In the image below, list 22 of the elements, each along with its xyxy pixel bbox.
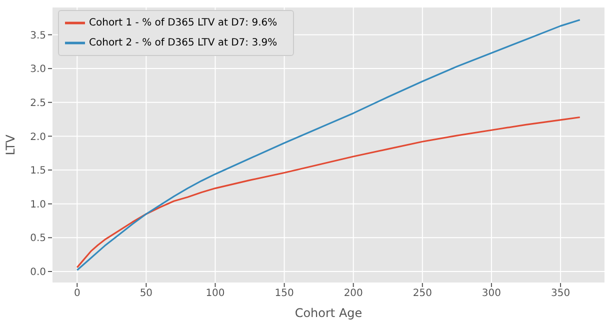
- y-tick-label: 3.5: [30, 30, 46, 42]
- y-tick-label: 0.0: [30, 267, 46, 278]
- line-series: [76, 19, 581, 271]
- x-tick-label: 50: [140, 288, 153, 300]
- x-tick-label: 250: [412, 288, 432, 300]
- y-axis-title: LTV: [3, 134, 18, 156]
- y-tick-label: 3.0: [30, 64, 46, 76]
- y-tick-label: 1.0: [30, 199, 46, 210]
- x-tick-label: 100: [206, 288, 225, 300]
- x-tick-label: 0: [74, 288, 80, 300]
- y-tick-label: 0.5: [30, 233, 46, 244]
- y-tick-label: 2.0: [30, 132, 46, 143]
- legend-label: Cohort 2 - % of D365 LTV at D7: 3.9%: [89, 38, 278, 49]
- line-series: [76, 116, 581, 268]
- x-tick-label: 350: [550, 288, 570, 300]
- y-tick-label: 1.5: [30, 166, 46, 177]
- x-tick-label: 300: [482, 288, 502, 300]
- x-tick-label: 150: [274, 288, 294, 300]
- y-tick-label: 2.5: [30, 98, 46, 109]
- x-tick-label: 200: [344, 288, 363, 300]
- legend-label: Cohort 1 - % of D365 LTV at D7: 9.6%: [89, 18, 278, 29]
- x-axis-title: Cohort Age: [294, 306, 362, 320]
